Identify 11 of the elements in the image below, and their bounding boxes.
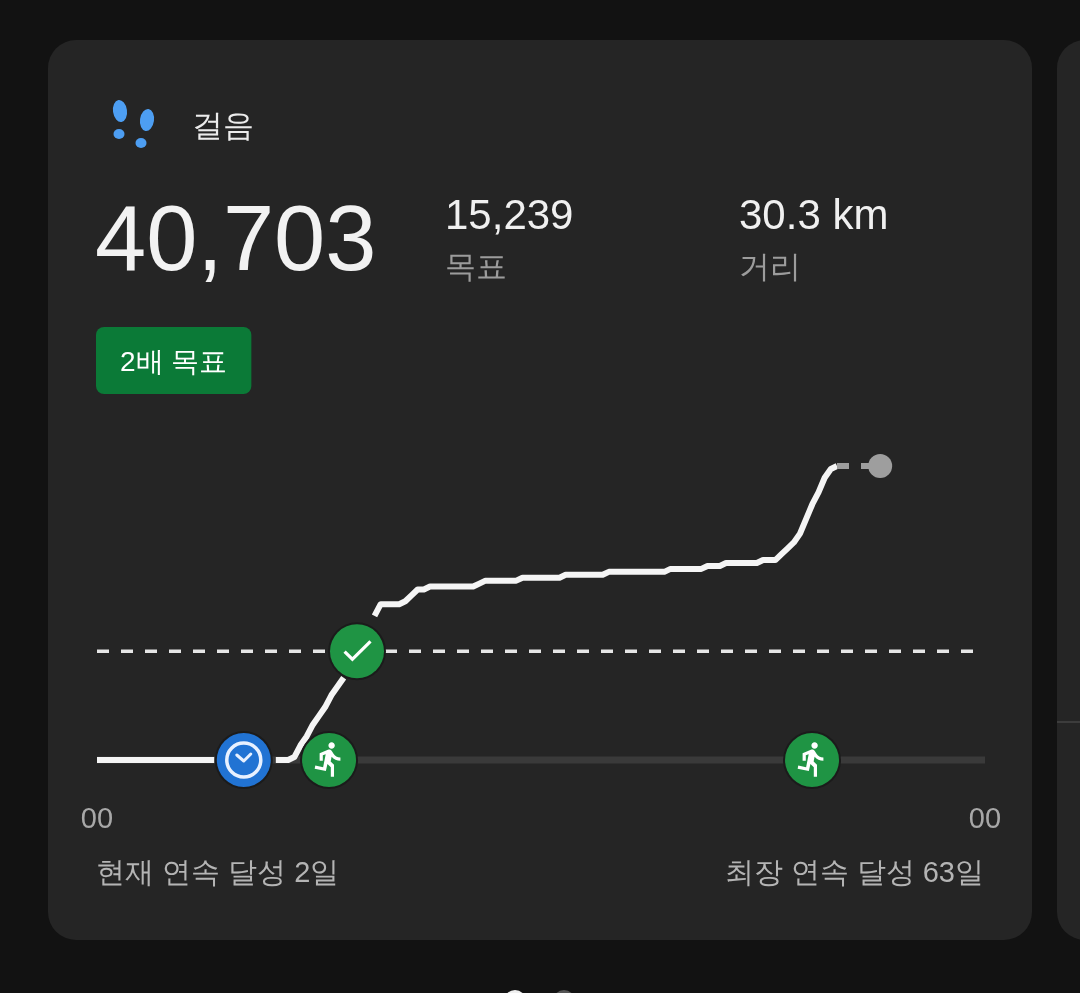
text: 15,239	[445, 191, 574, 238]
text: 40,703	[95, 187, 377, 289]
text: 최장 연속 달성 63일	[724, 856, 984, 888]
text: 현재 연속 달성 2일	[96, 856, 340, 888]
text: 30.3 km	[739, 191, 889, 238]
text: 목표	[445, 249, 507, 284]
text: 2배 목표	[120, 345, 228, 377]
x-tick-label: 00	[80, 802, 114, 834]
text: 거리	[739, 249, 801, 284]
x-tick-label: 00	[968, 802, 1002, 834]
chart-title: 걸음	[192, 108, 254, 143]
